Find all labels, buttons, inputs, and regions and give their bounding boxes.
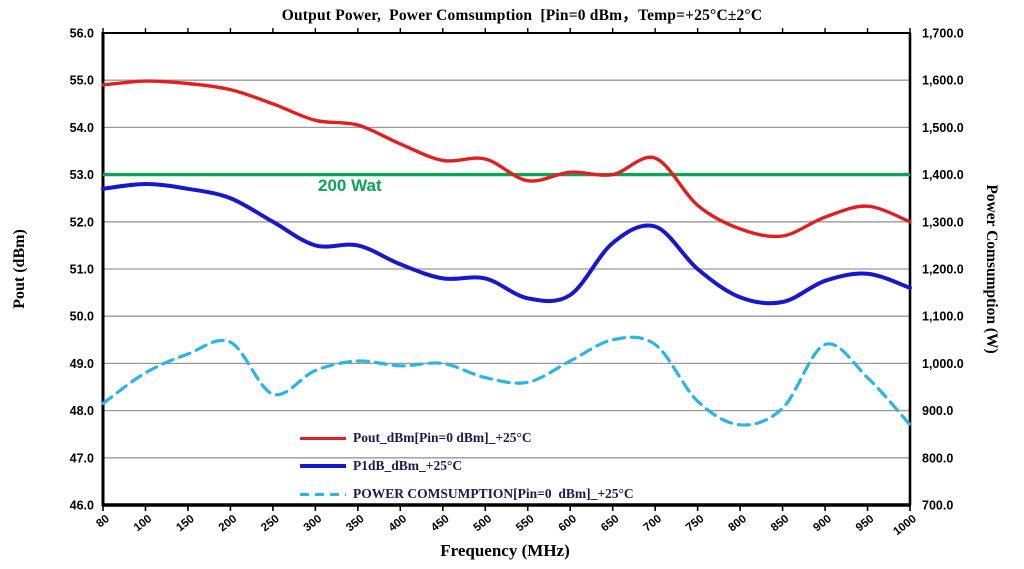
x-tick-label: 600 (557, 513, 580, 534)
chart-title: Output Power, Power Comsumption [Pin=0 d… (281, 7, 763, 24)
y-left-tick-label: 48.0 (70, 404, 94, 418)
pout-curve (101, 79, 912, 239)
x-tick-label: 1000 (891, 513, 919, 538)
x-tick-label: 650 (599, 513, 622, 534)
y-left-tick-label: 49.0 (70, 357, 94, 371)
x-tick-label: 750 (684, 513, 707, 534)
y-left-tick-label: 54.0 (70, 121, 94, 135)
x-axis-title: Frequency (MHz) (440, 541, 570, 560)
reference-line-label: 200 Wat (318, 176, 382, 195)
y-left-tick-label: 50.0 (70, 310, 94, 324)
y-axis-right-title: Power Comsumption (W) (983, 184, 1000, 354)
p1db-curve (101, 181, 912, 306)
y-left-tick-label: 56.0 (70, 27, 94, 41)
x-tick-label: 100 (132, 513, 155, 534)
y-right-tick-label: 1,300.0 (922, 215, 964, 229)
x-tick-label: 350 (344, 513, 367, 534)
legend-line-sample-pout (300, 436, 346, 440)
x-tick-label: 900 (811, 513, 834, 534)
legend-line-sample-power (300, 492, 346, 496)
y-left-tick-label: 53.0 (70, 168, 94, 182)
x-tick-label: 300 (302, 513, 325, 534)
y-axis-left-title: Pout (dBm) (11, 229, 28, 309)
y-right-tick-label: 1,000.0 (922, 357, 964, 371)
y-left-tick-label: 47.0 (70, 451, 94, 465)
legend-label-p1db: P1dB_dBm_+25°C (353, 458, 463, 473)
y-right-tick-label: 900.0 (922, 404, 953, 418)
x-tick-label: 150 (174, 513, 197, 534)
y-right-tick-label: 1,400.0 (922, 168, 964, 182)
y-left-tick-label: 52.0 (70, 215, 94, 229)
y-right-tick-label: 700.0 (922, 499, 953, 513)
y-left-tick-label: 46.0 (70, 499, 94, 513)
x-tick-label: 950 (854, 513, 877, 534)
y-right-tick-label: 1,100.0 (922, 310, 964, 324)
x-tick-label: 80 (94, 513, 111, 530)
y-right-tick-label: 1,700.0 (922, 27, 964, 41)
x-tick-label: 500 (472, 513, 495, 534)
x-tick-label: 800 (726, 513, 749, 534)
legend-line-sample-p1db (300, 464, 346, 468)
legend-label-pout: Pout_dBm[Pin=0 dBm]_+25°C (353, 430, 532, 445)
legend-label-power: POWER COMSUMPTION[Pin=0 dBm]_+25°C (353, 486, 634, 501)
power-consumption-curve (101, 335, 912, 427)
y-left-tick-label: 55.0 (70, 74, 94, 88)
x-tick-label: 850 (769, 513, 792, 534)
x-tick-label: 200 (217, 513, 240, 534)
x-tick-label: 400 (387, 513, 410, 534)
x-tick-label: 550 (514, 513, 537, 534)
y-right-tick-label: 1,600.0 (922, 74, 964, 88)
legend: Pout_dBm[Pin=0 dBm]_+25°C P1dB_dBm_+25°C… (300, 424, 634, 508)
y-right-tick-label: 800.0 (922, 451, 953, 465)
x-tick-label: 700 (641, 513, 664, 534)
y-right-tick-label: 1,200.0 (922, 263, 964, 277)
x-tick-label: 450 (429, 513, 452, 534)
y-right-tick-label: 1,500.0 (922, 121, 964, 135)
legend-item-power: POWER COMSUMPTION[Pin=0 dBm]_+25°C (300, 480, 634, 508)
x-tick-label: 250 (259, 513, 282, 534)
legend-item-p1db: P1dB_dBm_+25°C (300, 452, 634, 480)
y-left-tick-label: 51.0 (70, 263, 94, 277)
legend-item-pout: Pout_dBm[Pin=0 dBm]_+25°C (300, 424, 634, 452)
